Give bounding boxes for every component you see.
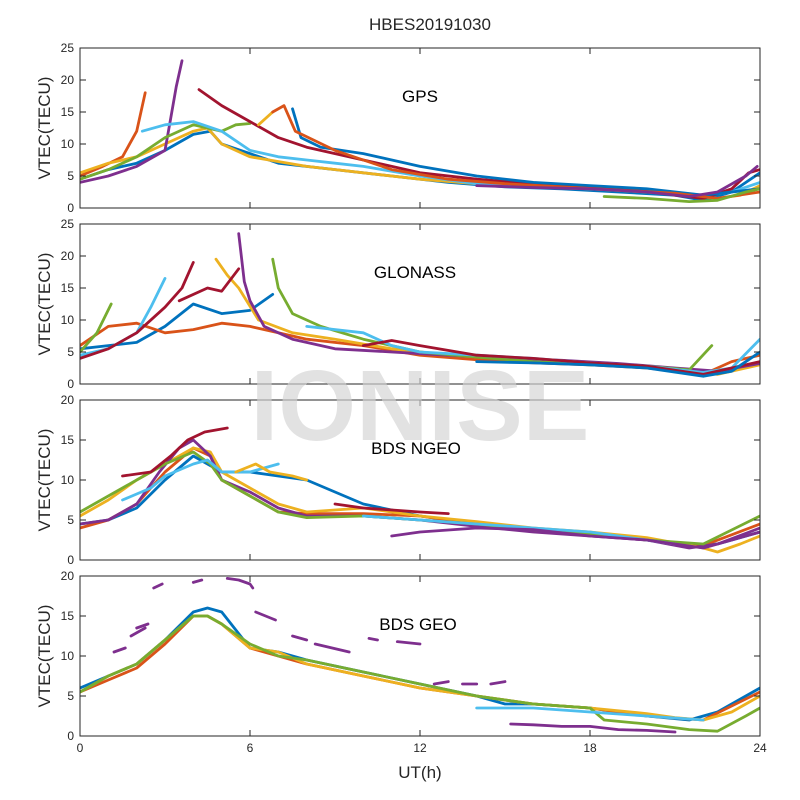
y-tick-label: 0: [67, 201, 74, 215]
series-line: [112, 646, 127, 654]
series-line: [367, 637, 379, 642]
series-line: [129, 626, 147, 638]
panel-label: BDS GEO: [379, 615, 456, 634]
panel-1: 0 5 10 15 20 25 VTEC(TECU) GLONASS: [35, 217, 761, 391]
series-line: [80, 91, 147, 178]
y-tick-label: 5: [67, 689, 74, 703]
series-line: [135, 622, 150, 630]
y-tick-label: 5: [67, 169, 74, 183]
y-axis-label: VTEC(TECU): [35, 429, 54, 532]
series-line: [152, 582, 164, 590]
series-line: [271, 104, 760, 200]
y-tick-label: 15: [61, 281, 75, 295]
y-tick-label: 20: [61, 393, 75, 407]
series-group: [80, 59, 760, 203]
y-tick-label: 15: [61, 105, 75, 119]
series-line: [254, 610, 277, 622]
y-tick-label: 0: [67, 553, 74, 567]
x-axis-label: UT(h): [398, 763, 441, 782]
series-line: [291, 634, 309, 642]
series-line: [475, 165, 759, 198]
series-line: [602, 187, 760, 203]
y-tick-label: 10: [61, 473, 75, 487]
series-line: [395, 640, 422, 646]
series-group: [80, 426, 760, 554]
series-group: [80, 232, 760, 378]
series-line: [313, 642, 351, 654]
panels: 0 5 10 15 20 25 VTEC(TECU) GPS 0 5 10 15 20 25 VTEC(TE…: [35, 41, 767, 755]
y-tick-label: 25: [61, 41, 75, 55]
x-tick-label: 6: [247, 741, 254, 755]
plot-area: [80, 576, 760, 736]
panel-0: 0 5 10 15 20 25 VTEC(TECU) GPS: [35, 41, 761, 215]
panel-label: GLONASS: [374, 263, 456, 282]
series-line: [121, 426, 229, 478]
plot-area: [80, 48, 760, 208]
series-line: [191, 578, 204, 584]
series-line: [80, 614, 760, 733]
series-line: [121, 458, 280, 502]
y-tick-label: 0: [67, 377, 74, 391]
series-line: [475, 706, 705, 722]
y-axis-label: VTEC(TECU): [35, 605, 54, 708]
y-axis-label: VTEC(TECU): [35, 253, 54, 356]
x-tick-label: 12: [413, 741, 427, 755]
series-group: [80, 577, 760, 734]
series-line: [390, 526, 760, 550]
series-line: [177, 267, 241, 303]
panel-2: 0 5 10 15 20 VTEC(TECU) BDS NGEO: [35, 393, 761, 567]
series-line: [361, 339, 760, 376]
y-tick-label: 10: [61, 313, 75, 327]
series-line: [80, 59, 184, 184]
y-tick-label: 20: [61, 569, 75, 583]
series-line: [225, 577, 255, 590]
panel-3: 0 5 10 15 20 0 6 12 18 24 VTEC(TECU) BDS GEO: [35, 569, 767, 755]
y-tick-label: 15: [61, 433, 75, 447]
y-tick-label: 10: [61, 649, 75, 663]
x-tick-label: 18: [583, 741, 597, 755]
y-tick-label: 10: [61, 137, 75, 151]
y-tick-label: 20: [61, 73, 75, 87]
panel-label: GPS: [402, 87, 438, 106]
series-line: [80, 261, 195, 360]
series-line: [509, 722, 677, 734]
series-line: [291, 107, 760, 197]
figure-title: HBES20191030: [369, 15, 491, 34]
y-tick-label: 5: [67, 513, 74, 527]
series-line: [234, 462, 309, 482]
series-line: [475, 350, 760, 378]
series-line: [432, 680, 450, 686]
series-line: [489, 680, 507, 686]
y-axis-label: VTEC(TECU): [35, 77, 54, 180]
watermark: IONISE: [251, 350, 590, 462]
y-tick-label: 20: [61, 249, 75, 263]
y-tick-label: 0: [67, 729, 74, 743]
series-line: [333, 502, 450, 515]
x-tick-label: 24: [753, 741, 767, 755]
series-line: [80, 302, 113, 354]
series-line: [80, 122, 252, 181]
y-tick-label: 25: [61, 217, 75, 231]
panel-label: BDS NGEO: [371, 439, 461, 458]
x-tick-label: 0: [77, 741, 84, 755]
y-tick-label: 15: [61, 609, 75, 623]
y-tick-label: 5: [67, 345, 74, 359]
series-line: [257, 110, 275, 127]
